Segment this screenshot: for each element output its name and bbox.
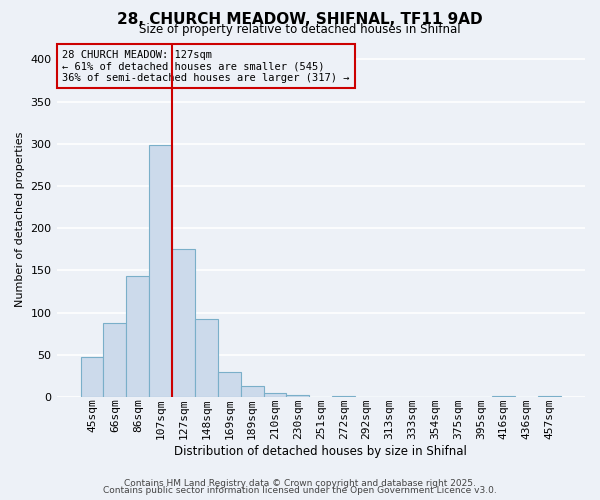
X-axis label: Distribution of detached houses by size in Shifnal: Distribution of detached houses by size … bbox=[175, 444, 467, 458]
Text: Contains public sector information licensed under the Open Government Licence v3: Contains public sector information licen… bbox=[103, 486, 497, 495]
Bar bbox=[263, 393, 286, 397]
Bar bbox=[149, 146, 172, 397]
Bar bbox=[218, 372, 241, 397]
Text: Contains HM Land Registry data © Crown copyright and database right 2025.: Contains HM Land Registry data © Crown c… bbox=[124, 478, 476, 488]
Bar bbox=[103, 323, 127, 397]
Bar bbox=[538, 396, 561, 397]
Text: Size of property relative to detached houses in Shifnal: Size of property relative to detached ho… bbox=[139, 24, 461, 36]
Text: 28, CHURCH MEADOW, SHIFNAL, TF11 9AD: 28, CHURCH MEADOW, SHIFNAL, TF11 9AD bbox=[117, 12, 483, 28]
Bar bbox=[241, 386, 263, 397]
Text: 28 CHURCH MEADOW: 127sqm
← 61% of detached houses are smaller (545)
36% of semi-: 28 CHURCH MEADOW: 127sqm ← 61% of detach… bbox=[62, 50, 349, 83]
Bar bbox=[286, 396, 310, 397]
Bar bbox=[80, 358, 103, 397]
Bar bbox=[195, 320, 218, 397]
Bar bbox=[332, 396, 355, 397]
Y-axis label: Number of detached properties: Number of detached properties bbox=[15, 132, 25, 308]
Bar bbox=[127, 276, 149, 397]
Bar bbox=[172, 250, 195, 397]
Bar bbox=[493, 396, 515, 397]
